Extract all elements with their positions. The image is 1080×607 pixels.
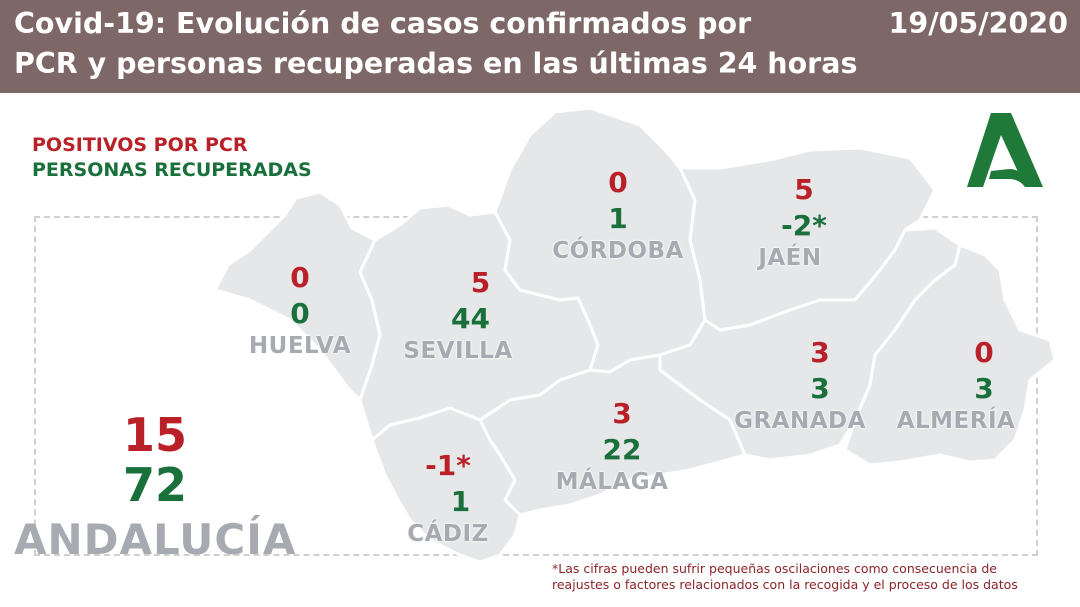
huelva-positives: 0 bbox=[290, 261, 310, 294]
cadiz-positives: -1* bbox=[425, 449, 471, 482]
sevilla-label: SEVILLA bbox=[403, 338, 513, 364]
province-malaga: 3 22 MÁLAGA bbox=[556, 396, 669, 496]
legend-recovered: PERSONAS RECUPERADAS bbox=[32, 159, 312, 181]
cadiz-label: CÁDIZ bbox=[407, 521, 489, 547]
huelva-recovered: 0 bbox=[290, 297, 310, 330]
almeria-positives: 0 bbox=[974, 336, 994, 369]
header-banner: Covid-19: Evolución de casos confirmados… bbox=[0, 0, 1080, 93]
footnote-line-2: reajustes o factores relacionados con la… bbox=[552, 577, 1018, 592]
province-shape-almeria bbox=[843, 243, 1057, 467]
andalucia-total: 15 72 bbox=[123, 410, 187, 510]
total-positives: 15 bbox=[122, 408, 188, 462]
jaen-positives: 5 bbox=[794, 173, 814, 206]
jaen-recovered: -2* bbox=[781, 209, 827, 242]
huelva-label: HUELVA bbox=[248, 333, 352, 359]
page-title: Covid-19: Evolución de casos confirmados… bbox=[14, 4, 857, 84]
granada-recovered: 3 bbox=[810, 372, 830, 405]
cordoba-recovered: 1 bbox=[608, 202, 628, 235]
total-recovered: 72 bbox=[122, 458, 188, 512]
cordoba-label: CÓRDOBA bbox=[552, 238, 684, 264]
province-granada: 3 3 GRANADA bbox=[734, 335, 866, 435]
jaen-label: JAÉN bbox=[758, 245, 822, 271]
cordoba-positives: 0 bbox=[608, 166, 628, 199]
legend: POSITIVOS POR PCR PERSONAS RECUPERADAS bbox=[32, 133, 312, 183]
cadiz-recovered: 1 bbox=[450, 485, 471, 518]
province-cordoba: 0 1 CÓRDOBA bbox=[552, 165, 684, 265]
report-date: 19/05/2020 bbox=[888, 7, 1068, 40]
malaga-recovered: 22 bbox=[602, 433, 642, 466]
province-sevilla: 5 44 SEVILLA bbox=[403, 265, 512, 365]
sevilla-positives: 5 bbox=[470, 266, 491, 299]
granada-label: GRANADA bbox=[734, 408, 866, 434]
region-label: ANDALUCÍA bbox=[14, 515, 297, 564]
sevilla-recovered: 44 bbox=[451, 302, 490, 335]
malaga-positives: 3 bbox=[612, 397, 632, 430]
legend-positives: POSITIVOS POR PCR bbox=[32, 134, 248, 156]
province-jaen: 5 -2* JAÉN bbox=[753, 172, 827, 272]
almeria-label: ALMERÍA bbox=[896, 408, 1016, 434]
province-huelva: 0 0 HUELVA bbox=[249, 260, 351, 360]
granada-positives: 3 bbox=[810, 336, 830, 369]
province-almeria: 0 3 ALMERÍA bbox=[897, 335, 1016, 435]
title-line-2: PCR y personas recuperadas en las última… bbox=[14, 47, 858, 80]
province-shape-cadiz bbox=[370, 406, 522, 564]
title-line-1: Covid-19: Evolución de casos confirmados… bbox=[14, 7, 752, 40]
malaga-label: MÁLAGA bbox=[555, 469, 669, 495]
footnote: *Las cifras pueden sufrir pequeñas oscil… bbox=[552, 561, 1018, 593]
almeria-recovered: 3 bbox=[974, 372, 994, 405]
province-cadiz: -1* 1 CÁDIZ bbox=[407, 448, 489, 548]
footnote-line-1: *Las cifras pueden sufrir pequeñas oscil… bbox=[552, 561, 997, 576]
junta-de-andalucia-logo-icon bbox=[967, 113, 1043, 187]
